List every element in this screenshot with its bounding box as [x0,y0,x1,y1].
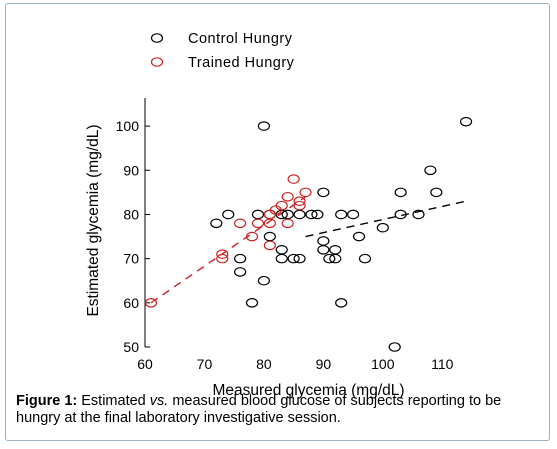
point-s0-36 [430,187,443,198]
point-s0-1 [222,209,235,220]
point-s0-7 [257,121,271,131]
point-s1-16 [299,187,312,198]
caption-text-after: measured blood glucose of subjects repor… [16,393,502,426]
point-s0-22 [323,253,336,264]
x-axis-label: Measured glycemia (mg/dL) [212,382,404,399]
point-s0-11 [275,253,288,264]
figure-frame [5,3,550,441]
legend-marker-0 [150,33,164,43]
point-s1-10 [275,200,288,211]
point-s0-12 [275,245,288,255]
x-tick-label-80: 80 [256,356,272,372]
point-s0-3 [234,267,247,277]
point-s1-7 [263,218,276,229]
chart-legend: Control Hungry Trained Hungry [150,31,295,71]
caption-text-before: Estimated [77,393,150,409]
point-s1-4 [245,231,259,242]
point-s0-19 [317,187,330,198]
data-points [144,116,473,352]
point-s1-8 [263,240,276,251]
point-s0-6 [257,275,271,286]
x-tick-label-70: 70 [197,356,213,372]
caption-label: Figure 1: [16,393,78,409]
point-s0-16 [293,209,306,220]
point-s0-30 [376,222,389,233]
legend-marker-1 [150,57,164,67]
trendlines [150,196,467,304]
point-s0-37 [459,116,473,127]
point-s1-13 [287,174,300,184]
point-s0-32 [394,187,407,198]
point-s1-14 [293,196,306,206]
point-s0-26 [335,298,348,308]
point-s1-0 [144,298,158,308]
point-s0-17 [305,209,318,220]
x-tick-label-90: 90 [316,356,332,372]
point-s0-20 [317,236,330,246]
y-axis-label: Estimated glycemia (mg/dL) [85,124,102,316]
point-s1-12 [281,218,294,229]
legend-label-1: Trained Hungry [188,55,295,71]
point-s0-5 [251,209,265,220]
y-tick-label-60: 60 [123,295,139,311]
point-s1-2 [216,249,229,260]
point-s0-15 [293,253,306,264]
point-s1-1 [216,253,229,264]
point-s0-35 [424,165,437,176]
point-s0-21 [317,245,330,255]
caption-italic: vs. [149,393,169,409]
point-s1-5 [251,218,265,229]
y-tick-label-50: 50 [123,339,139,355]
point-s0-29 [358,253,372,264]
point-s0-28 [352,231,366,242]
point-s0-4 [245,298,259,308]
point-s0-31 [388,342,401,352]
figure-caption: Figure 1: Estimated vs. measured blood g… [16,393,546,427]
point-s1-11 [281,191,294,202]
y-tick-label-70: 70 [123,251,139,267]
y-tick-label-80: 80 [123,206,139,222]
point-s0-27 [346,209,360,220]
legend-label-0: Control Hungry [188,31,293,47]
x-tick-label-100: 100 [371,356,395,372]
point-s0-18 [311,209,324,220]
point-s0-0 [210,218,223,229]
y-tick-label-100: 100 [116,118,140,134]
point-s0-2 [234,253,247,264]
point-s0-24 [329,253,342,264]
point-s0-23 [329,245,342,255]
y-tick-label-90: 90 [123,162,139,178]
trendline-0 [150,196,306,304]
point-s0-34 [412,209,425,220]
point-s0-25 [335,209,348,220]
x-tick-label-110: 110 [431,356,454,372]
point-s0-14 [287,253,300,264]
point-s0-8 [263,231,276,242]
point-s1-15 [293,200,306,211]
point-s1-3 [234,218,247,229]
x-tick-label-60: 60 [137,356,153,372]
point-s0-33 [394,209,407,220]
